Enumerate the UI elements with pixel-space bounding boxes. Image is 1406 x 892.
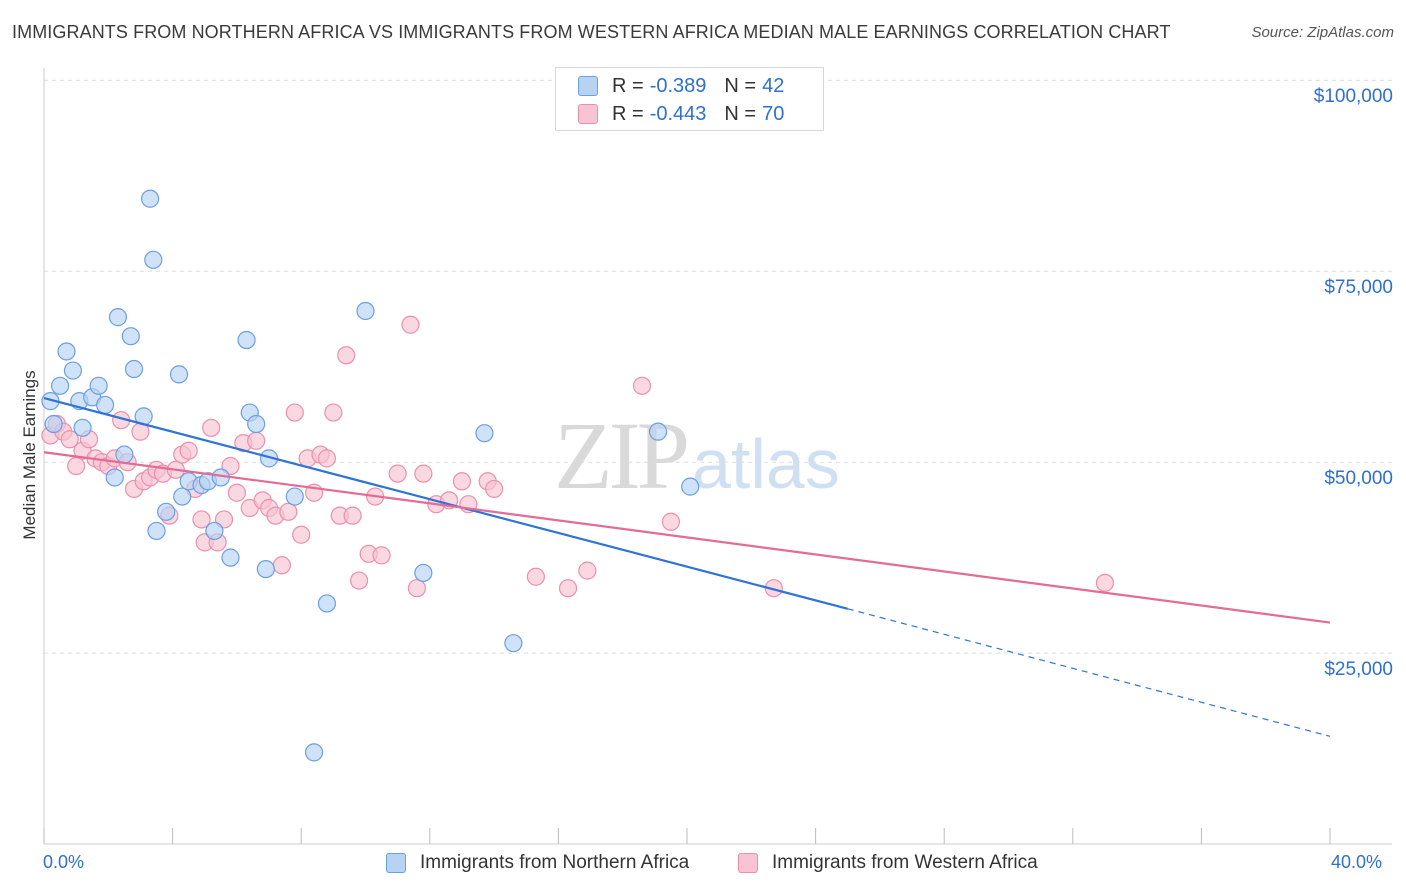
point-western-africa: [414, 464, 433, 483]
point-western-africa: [272, 556, 292, 575]
y-tick-label-100000: $100,000: [1313, 86, 1393, 107]
point-northern-africa: [105, 468, 124, 487]
point-northern-africa: [63, 361, 83, 380]
point-northern-africa: [50, 376, 70, 395]
point-northern-africa: [317, 594, 337, 613]
legend-n-value: 70: [762, 102, 785, 125]
point-northern-africa: [140, 189, 160, 208]
point-western-africa: [324, 403, 343, 422]
point-western-africa: [343, 506, 362, 525]
series-legend: Immigrants from Northern Africa Immigran…: [0, 852, 1406, 878]
trendline-northern-africa-extension: [847, 608, 1331, 737]
point-northern-africa: [121, 327, 140, 346]
point-western-africa: [661, 512, 681, 531]
point-northern-africa: [237, 330, 256, 350]
trendline-western-africa: [43, 451, 1331, 624]
x-tick-label-max: 40.0%: [1331, 852, 1383, 872]
point-northern-africa: [256, 559, 275, 579]
point-western-africa: [401, 315, 420, 334]
point-western-africa: [578, 561, 597, 580]
legend-item-western-africa: Immigrants from Western Africa: [738, 852, 1038, 874]
point-western-africa: [1095, 573, 1115, 592]
point-northern-africa: [648, 422, 668, 441]
point-northern-africa: [108, 308, 128, 327]
legend-row-northern: R = -0.389 N = 42: [578, 73, 784, 99]
legend-r-value: -0.443: [649, 102, 707, 125]
point-western-africa: [285, 403, 304, 422]
point-northern-africa: [205, 521, 224, 541]
correlation-legend: R = -0.389 N = 42 R = -0.443 N = 70: [555, 67, 824, 131]
legend-swatch-blue: [578, 76, 598, 96]
point-western-africa: [526, 567, 545, 586]
point-western-africa: [60, 430, 79, 449]
point-northern-africa: [475, 424, 494, 443]
legend-r-label: R =: [612, 74, 644, 97]
point-northern-africa: [221, 548, 240, 567]
point-northern-africa: [124, 359, 144, 379]
legend-label-western-africa: Immigrants from Western Africa: [772, 852, 1038, 873]
point-western-africa: [372, 546, 391, 565]
source-label: Source: ZipAtlas.com: [1251, 24, 1394, 41]
trendline-northern-africa: [43, 396, 849, 610]
point-northern-africa: [414, 563, 433, 583]
legend-n-value: 42: [762, 74, 785, 97]
point-western-africa: [407, 579, 427, 598]
y-tick-label-25000: $25,000: [1324, 659, 1393, 680]
y-tick-label-75000: $75,000: [1324, 277, 1393, 298]
point-western-africa: [202, 418, 221, 437]
point-western-africa: [247, 431, 266, 450]
point-northern-africa: [147, 521, 166, 541]
point-northern-africa: [73, 418, 92, 437]
legend-swatch-pink: [578, 104, 598, 124]
legend-label-northern-africa: Immigrants from Northern Africa: [420, 852, 690, 873]
legend-n-label: N =: [724, 102, 757, 125]
legend-swatch-pink: [738, 853, 758, 873]
point-western-africa: [337, 346, 356, 365]
point-western-africa: [485, 479, 504, 499]
point-western-africa: [558, 579, 578, 598]
point-western-africa: [179, 441, 198, 460]
point-northern-africa: [304, 743, 324, 762]
point-western-africa: [632, 376, 652, 395]
point-northern-africa: [115, 445, 134, 464]
point-western-africa: [349, 571, 369, 590]
x-tick-label-min: 0.0%: [43, 852, 85, 872]
legend-row-western: R = -0.443 N = 70: [578, 101, 784, 127]
point-western-africa: [67, 456, 86, 476]
point-northern-africa: [157, 502, 176, 521]
point-northern-africa: [285, 487, 304, 506]
point-northern-africa: [173, 487, 192, 506]
legend-r-label: R =: [612, 102, 644, 125]
point-western-africa: [192, 510, 211, 529]
chart-title: IMMIGRANTS FROM NORTHERN AFRICA VS IMMIG…: [12, 22, 1171, 42]
legend-n-label: N =: [724, 74, 757, 97]
legend-item-northern-africa: Immigrants from Northern Africa: [386, 852, 689, 874]
point-western-africa: [452, 472, 472, 491]
legend-swatch-blue: [386, 853, 406, 873]
legend-r-value: -0.389: [649, 74, 707, 97]
point-northern-africa: [504, 634, 523, 653]
point-western-africa: [388, 464, 407, 483]
point-western-africa: [292, 525, 311, 544]
point-western-africa: [279, 502, 298, 521]
y-axis-label: Median Male Earnings: [20, 370, 39, 540]
point-northern-africa: [57, 342, 76, 361]
point-northern-africa: [89, 376, 108, 395]
y-tick-label-50000: $50,000: [1324, 468, 1393, 489]
point-northern-africa: [95, 395, 115, 415]
point-northern-africa: [169, 365, 189, 384]
point-northern-africa: [44, 414, 63, 434]
point-western-africa: [227, 483, 246, 502]
point-northern-africa: [681, 477, 700, 496]
point-western-africa: [317, 449, 337, 468]
point-northern-africa: [247, 414, 266, 434]
point-northern-africa: [356, 301, 375, 321]
point-northern-africa: [144, 250, 163, 269]
